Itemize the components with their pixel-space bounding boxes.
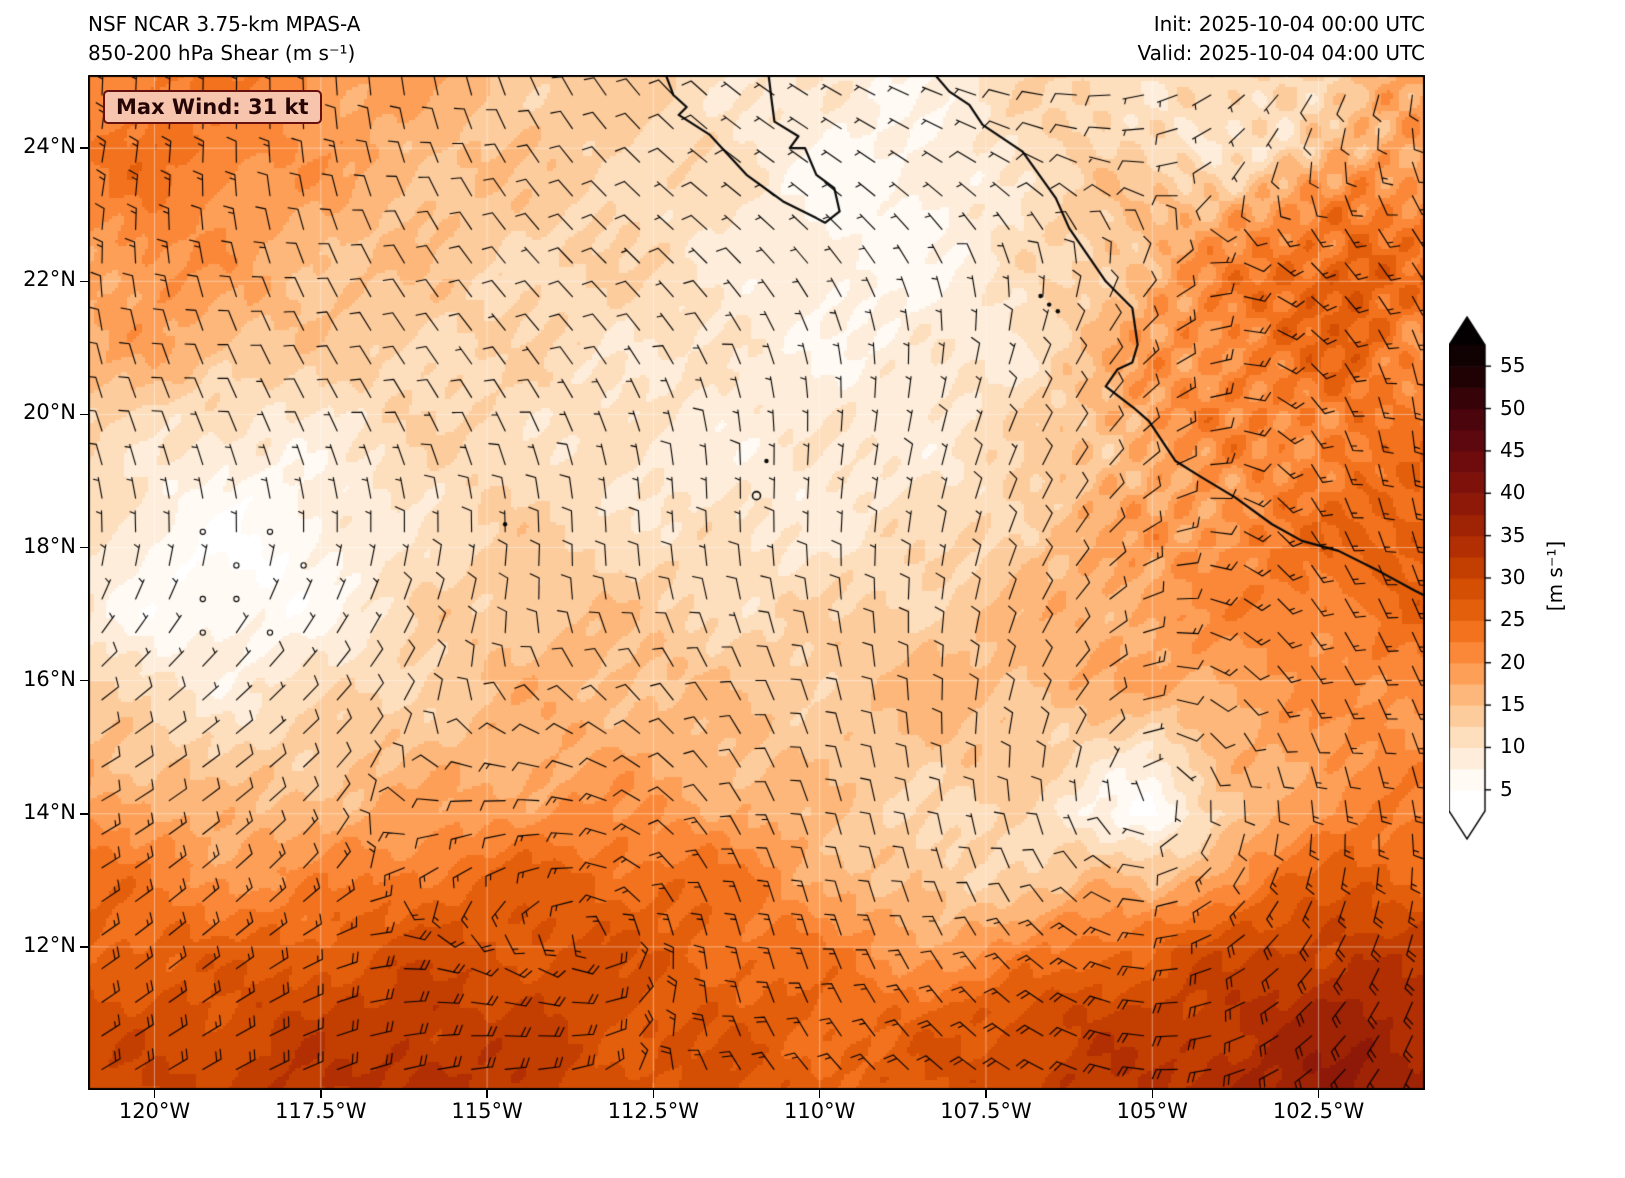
- colorbar-tick-label: 5: [1500, 776, 1513, 801]
- y-tick-label: 16°N: [23, 666, 76, 691]
- y-tick-label: 14°N: [23, 799, 76, 824]
- x-tick-label: 115°W: [451, 1099, 523, 1123]
- y-tick-label: 24°N: [23, 134, 76, 159]
- colorbar-canvas: [1449, 312, 1495, 872]
- x-tick-mark: [1317, 1090, 1320, 1098]
- colorbar-tick-label: 35: [1500, 522, 1526, 547]
- x-tick-mark: [652, 1090, 655, 1098]
- x-tick-mark: [985, 1090, 987, 1098]
- colorbar-tick-label: 50: [1500, 395, 1526, 420]
- x-tick-label: 107.5°W: [940, 1099, 1032, 1123]
- y-tick-mark: [80, 413, 88, 416]
- plot-title-model: NSF NCAR 3.75-km MPAS-A: [88, 12, 361, 36]
- x-tick-label: 102.5°W: [1272, 1099, 1365, 1123]
- x-tick-label: 105°W: [1116, 1099, 1188, 1123]
- y-tick-mark: [80, 147, 88, 149]
- x-tick-label: 120°W: [118, 1099, 191, 1123]
- max-wind-badge: Max Wind: 31 kt: [103, 90, 322, 124]
- y-tick-label: 20°N: [23, 400, 76, 425]
- x-tick-mark: [1151, 1090, 1154, 1098]
- colorbar-tick-label: 10: [1500, 734, 1526, 759]
- colorbar-tick-label: 20: [1500, 649, 1526, 674]
- x-tick-mark: [486, 1090, 488, 1098]
- colorbar-tick-label: 45: [1500, 437, 1526, 462]
- colorbar-tick-label: 25: [1500, 607, 1526, 632]
- shear-map-canvas: [88, 75, 1425, 1090]
- x-tick-mark: [818, 1090, 821, 1098]
- y-tick-label: 22°N: [23, 267, 76, 292]
- valid-time-label: Valid: 2025-10-04 04:00 UTC: [1137, 41, 1425, 65]
- x-tick-label: 117.5°W: [275, 1099, 367, 1123]
- x-tick-label: 110°W: [784, 1099, 856, 1123]
- x-tick-label: 112.5°W: [607, 1099, 700, 1123]
- x-tick-mark: [320, 1090, 322, 1098]
- y-tick-mark: [80, 546, 88, 549]
- colorbar-tick-label: 30: [1500, 565, 1526, 589]
- colorbar-tick-label: 40: [1500, 480, 1526, 505]
- colorbar-tick-label: 15: [1500, 692, 1526, 717]
- colorbar-tick-label: 55: [1500, 353, 1526, 378]
- y-tick-mark: [80, 280, 88, 283]
- y-tick-mark: [80, 679, 88, 682]
- plot-title-field: 850-200 hPa Shear (m s⁻¹): [88, 41, 356, 65]
- colorbar-units-label: [m s⁻¹]: [1543, 540, 1568, 612]
- y-tick-mark: [80, 946, 88, 948]
- y-tick-label: 18°N: [23, 533, 76, 558]
- init-time-label: Init: 2025-10-04 00:00 UTC: [1153, 12, 1425, 36]
- y-tick-mark: [80, 813, 88, 815]
- y-tick-label: 12°N: [23, 932, 76, 957]
- x-tick-mark: [153, 1090, 156, 1098]
